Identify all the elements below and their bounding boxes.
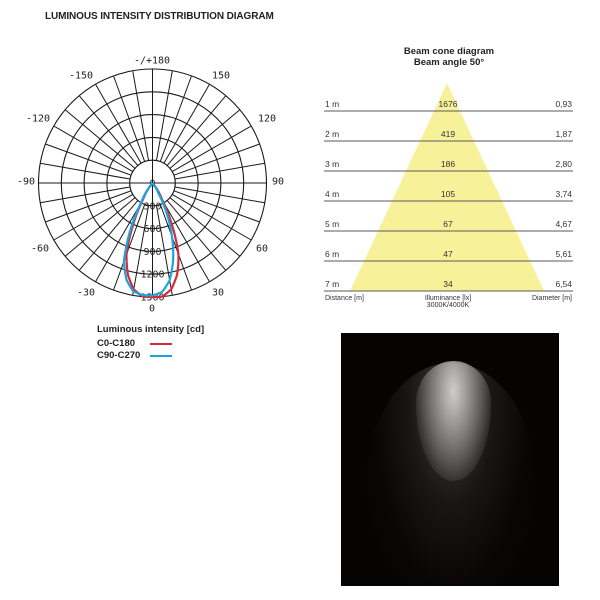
row-distance: 7 m [325,279,340,289]
row-diameter: 0,93 [555,99,572,109]
legend-label: C90-C270 [97,350,141,361]
angle-label: 90 [271,176,285,188]
row-diameter: 1,87 [555,129,572,139]
angle-label: -90 [16,176,36,188]
legend-swatch-red [150,343,172,345]
beam-title-line1: Beam cone diagram [403,46,495,57]
light-beam-photo [341,333,559,586]
row-distance: 4 m [325,189,340,199]
beam-angle-label: Beam angle 50° [413,57,485,68]
legend-title: Luminous intensity [cd] [97,324,205,335]
row-illuminance: 419 [440,129,456,139]
diagram-title: LUMINOUS INTENSITY DISTRIBUTION DIAGRAM [45,11,274,22]
svg-text:600: 600 [143,224,161,235]
legend-item-c0-c180: C0-C180 [97,338,135,349]
row-illuminance: 186 [440,159,456,169]
axis-label-illuminance: Illuminance [lx] 3000K/4000K [400,295,496,309]
row-diameter: 2,80 [555,159,572,169]
angle-label: 0 [148,303,156,315]
axis-label-distance: Distance [m] [325,295,364,302]
light-spot [416,361,491,481]
row-diameter: 3,74 [555,189,572,199]
axis-label-diameter: Diameter [m] [531,295,572,302]
row-illuminance: 47 [443,249,453,259]
svg-text:300: 300 [143,201,161,212]
beam-cone-diagram [324,83,573,292]
angle-label: 120 [257,113,277,125]
row-illuminance: 34 [443,279,453,289]
row-illuminance: 105 [440,189,456,199]
legend-item-c90-c270: C90-C270 [97,350,140,361]
row-distance: 2 m [325,129,340,139]
illuminance-sub-label: 3000K/4000K [426,302,470,309]
row-distance: 5 m [325,219,340,229]
angle-label: -150 [68,70,94,82]
svg-text:900: 900 [143,247,161,258]
legend-label: C0-C180 [97,338,136,349]
row-diameter: 6,54 [555,279,572,289]
row-illuminance: 67 [443,219,453,229]
angle-label: 60 [255,243,269,255]
row-diameter: 5,61 [555,249,572,259]
row-distance: 1 m [325,99,340,109]
angle-label: -120 [25,113,51,125]
angle-label: -/+180 [133,55,171,67]
angle-label: -60 [30,243,50,255]
row-distance: 3 m [325,159,340,169]
illuminance-label: Illuminance [lx] [424,295,472,302]
row-diameter: 4,67 [555,219,572,229]
svg-text:1200: 1200 [140,270,164,281]
angle-label: -30 [76,287,96,299]
row-distance: 6 m [325,249,340,259]
beam-cone-title: Beam cone diagram Beam angle 50° [330,46,568,68]
angle-label: 150 [211,70,231,82]
row-illuminance: 1676 [438,99,458,109]
angle-label: 30 [211,287,225,299]
legend-swatch-blue [150,355,172,357]
